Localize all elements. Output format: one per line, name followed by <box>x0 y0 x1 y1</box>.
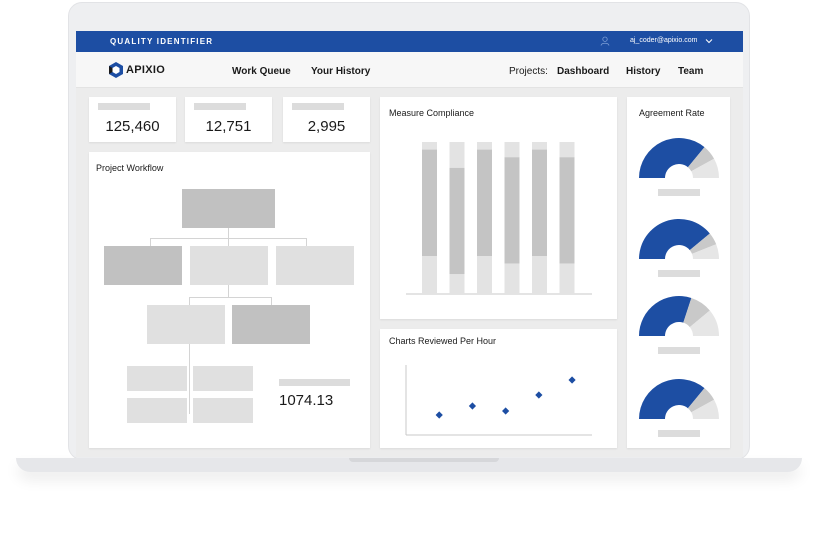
stat-label-placeholder <box>98 103 150 110</box>
data-point <box>435 411 443 419</box>
workflow-node <box>232 305 310 344</box>
card-title: Project Workflow <box>96 163 164 173</box>
gauge-mid-segment <box>683 297 710 328</box>
stat-label-placeholder <box>292 103 344 110</box>
measure-compliance-card: Measure Compliance <box>380 97 617 319</box>
bar-middle-segment <box>504 157 520 264</box>
bar-bottom-segment <box>449 274 465 294</box>
bar-middle-segment <box>559 157 575 264</box>
workflow-connector <box>189 297 271 298</box>
gauge-mid-segment <box>689 233 717 254</box>
agreement-rate-gauges <box>639 138 719 437</box>
data-point <box>468 402 477 410</box>
workflow-connector <box>189 297 190 305</box>
gauge-fill <box>639 219 710 259</box>
gauge-remaining <box>691 399 719 419</box>
nav-work-queue[interactable]: Work Queue <box>232 66 291 77</box>
bar-top-segment <box>559 142 575 158</box>
nav-your-history[interactable]: Your History <box>311 66 371 77</box>
bar-bottom-segment <box>559 263 575 294</box>
card-title: Measure Compliance <box>389 108 475 118</box>
gauge-label-placeholder <box>658 270 700 277</box>
workflow-connector <box>228 228 229 238</box>
workflow-connector <box>306 238 307 246</box>
gauge-mid-segment <box>687 388 715 413</box>
card-title: Charts Reviewed Per Hour <box>389 336 497 346</box>
bar-bottom-segment <box>504 263 520 294</box>
top-bar: QUALITY IDENTIFIER aj_coder@apixio.com <box>76 31 743 52</box>
card-title: Agreement Rate <box>639 108 705 118</box>
gauge-mid-segment <box>687 147 715 172</box>
workflow-node <box>193 398 253 423</box>
workflow-value: 1074.13 <box>279 392 334 409</box>
data-point <box>568 376 576 384</box>
stat-value: 12,751 <box>205 118 252 135</box>
logo-text: APIXIO <box>126 64 166 76</box>
workflow-node <box>276 246 354 285</box>
gauge-fill <box>639 378 705 419</box>
workflow-node <box>182 189 275 228</box>
data-point <box>502 407 510 415</box>
apixio-logo[interactable]: APIXIO <box>109 60 165 80</box>
app-title: QUALITY IDENTIFIER <box>110 37 214 46</box>
gauge-remaining <box>689 310 719 336</box>
gauge-remaining <box>692 244 719 259</box>
workflow-node <box>190 246 268 285</box>
nav-bar: APIXIO Work Queue Your History Projects:… <box>76 52 743 88</box>
gauge-label-placeholder <box>658 347 700 354</box>
stat-card-1: 125,460 <box>89 97 176 142</box>
bar-middle-segment <box>449 167 465 275</box>
workflow-connector <box>228 285 229 297</box>
laptop-base <box>16 458 802 472</box>
stat-label-placeholder <box>194 103 246 110</box>
nav-projects-label: Projects: <box>509 66 548 77</box>
logo-icon <box>109 62 123 78</box>
workflow-node <box>147 305 225 344</box>
workflow-node <box>127 366 187 391</box>
nav-history[interactable]: History <box>626 66 661 77</box>
workflow-connector <box>228 238 229 246</box>
app-screen: QUALITY IDENTIFIER aj_coder@apixio.com A… <box>76 31 743 457</box>
nav-dashboard[interactable]: Dashboard <box>557 66 610 77</box>
charts-per-hour-card: Charts Reviewed Per Hour <box>380 329 617 448</box>
stat-value: 125,460 <box>105 118 160 135</box>
bar-top-segment <box>422 142 437 150</box>
bar-middle-segment <box>532 149 547 256</box>
bar-top-segment <box>532 142 547 150</box>
stat-card-3: 2,995 <box>283 97 370 142</box>
stat-value: 2,995 <box>307 118 346 135</box>
measure-compliance-chart <box>406 142 592 295</box>
laptop-notch <box>349 458 499 462</box>
workflow-node <box>104 246 182 285</box>
project-workflow-card: Project Workflow 1074.13 <box>89 152 370 448</box>
gauge-remaining <box>691 158 719 178</box>
gauge-label-placeholder <box>658 189 700 196</box>
bar-bottom-segment <box>477 256 492 294</box>
workflow-node <box>193 366 253 391</box>
bar-top-segment <box>504 142 520 158</box>
workflow-connector <box>271 297 272 305</box>
gauge-fill <box>639 138 705 178</box>
agreement-rate-card: Agreement Rate <box>627 97 730 448</box>
user-email[interactable]: aj_coder@apixio.com <box>630 37 698 44</box>
bar-top-segment <box>477 142 492 150</box>
stat-card-2: 12,751 <box>185 97 272 142</box>
workflow-connector <box>150 238 151 246</box>
data-point <box>535 391 543 399</box>
workflow-connector <box>189 344 190 414</box>
workflow-label-placeholder <box>279 379 350 386</box>
bar-bottom-segment <box>422 256 437 294</box>
bar-middle-segment <box>477 149 492 256</box>
workflow-node <box>127 398 187 423</box>
bar-top-segment <box>449 142 465 168</box>
bar-middle-segment <box>422 149 437 256</box>
user-icon[interactable] <box>600 36 610 46</box>
gauge-label-placeholder <box>658 430 700 437</box>
gauge-fill <box>639 296 692 336</box>
nav-team[interactable]: Team <box>678 66 704 77</box>
chevron-down-icon[interactable] <box>705 37 713 45</box>
bar-bottom-segment <box>532 256 547 294</box>
charts-per-hour-chart <box>405 365 592 436</box>
